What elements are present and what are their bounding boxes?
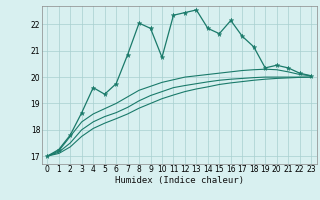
X-axis label: Humidex (Indice chaleur): Humidex (Indice chaleur) [115, 176, 244, 185]
